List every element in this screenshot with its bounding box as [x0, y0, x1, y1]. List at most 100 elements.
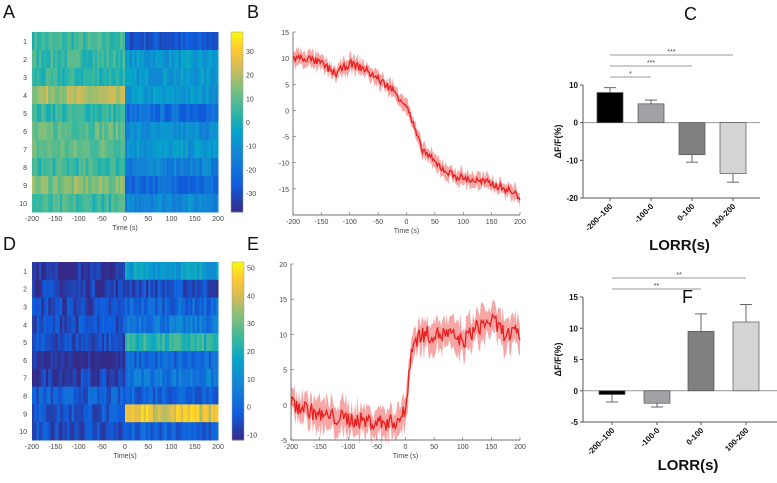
heatmap-cell — [52, 50, 56, 69]
heatmap-cell — [113, 404, 117, 423]
heatmap-cell — [143, 86, 147, 105]
heatmap-cell — [204, 279, 207, 299]
heatmap-cell — [208, 422, 212, 441]
heatmap-cell — [185, 32, 189, 51]
heatmap-cell — [171, 158, 175, 177]
colorbar-segment — [231, 74, 243, 78]
heatmap-cell — [34, 176, 38, 195]
heatmap-cell — [197, 176, 200, 195]
y-tick-label: -15 — [279, 187, 289, 194]
heatmap-cell — [159, 158, 163, 177]
heatmap-cell — [183, 262, 186, 281]
heatmap-cell — [134, 422, 138, 441]
colorbar-segment — [231, 71, 243, 75]
heatmap-cell — [190, 176, 193, 195]
heatmap-cell — [108, 315, 112, 334]
heatmap-cell — [204, 422, 207, 441]
heatmap-cell — [113, 262, 117, 281]
heatmap-cell — [118, 351, 121, 370]
heatmap-cell — [118, 158, 121, 177]
heatmap-cell — [201, 176, 205, 195]
heatmap-cell — [104, 140, 107, 159]
heatmap-cell — [80, 297, 84, 316]
heatmap-cell — [104, 50, 107, 69]
heatmap-cell — [136, 50, 140, 69]
heatmap-cell — [113, 50, 117, 69]
heatmap-cell — [52, 176, 56, 195]
heatmap-cell — [106, 176, 110, 195]
heatmap-cell — [106, 351, 110, 370]
heatmap-cell — [92, 422, 96, 441]
heatmap-cell — [73, 315, 77, 334]
heatmap-cell — [187, 368, 191, 388]
heatmap-cell — [71, 333, 75, 352]
heatmap-cell — [92, 297, 96, 316]
heatmap-cell — [101, 351, 105, 370]
heatmap-cell — [118, 422, 121, 441]
heatmap-cell — [138, 122, 142, 141]
heatmap-cell — [41, 404, 45, 423]
heatmap-cell — [76, 386, 79, 405]
heatmap-cell — [32, 297, 35, 316]
heatmap-cell — [213, 50, 217, 69]
colorbar-segment — [232, 282, 244, 287]
heatmap-cell — [162, 351, 166, 370]
heatmap-cell — [45, 351, 49, 370]
heatmap-cell — [83, 194, 86, 213]
heatmap-cell — [36, 68, 40, 87]
heatmap-cell — [59, 368, 63, 388]
heatmap-cell — [136, 422, 140, 441]
heatmap-cell — [185, 86, 189, 105]
heatmap-cell — [83, 368, 86, 388]
heatmap-cell — [183, 140, 186, 159]
colorbar-segment — [232, 348, 244, 352]
heatmap-cell — [50, 386, 54, 405]
heatmap-cell — [164, 333, 168, 352]
heatmap-cell — [213, 333, 217, 352]
colorbar-segment — [232, 273, 244, 278]
heatmap-cell — [64, 404, 68, 423]
heatmap-cell — [45, 140, 49, 159]
heatmap-cell — [120, 32, 124, 51]
heatmap-cell — [104, 158, 107, 177]
heatmap-cell — [118, 404, 121, 423]
heatmap-cell — [87, 315, 91, 334]
heatmap-cell — [164, 351, 168, 370]
heatmap-cell — [197, 404, 200, 423]
heatmap-cell — [73, 422, 77, 441]
heatmap-cell — [197, 262, 200, 281]
bar — [719, 122, 747, 174]
heatmap-cell — [206, 140, 210, 159]
colorbar-segment — [231, 35, 243, 39]
heatmap-cell — [185, 122, 189, 141]
heatmap-cell — [97, 404, 100, 423]
heatmap-cell — [71, 50, 75, 69]
heatmap-cell — [48, 32, 52, 51]
heatmap-cell — [32, 422, 35, 441]
heatmap-cell — [134, 86, 138, 105]
heatmap-cell — [131, 158, 135, 177]
heatmap-cell — [92, 122, 96, 141]
heatmap-cell — [101, 333, 105, 352]
heatmap-cell — [215, 368, 219, 388]
heatmap-cell — [99, 122, 103, 141]
heatmap-cell — [141, 140, 145, 159]
colorbar-tick-label: 0 — [247, 405, 251, 412]
x-tick-label: -50 — [372, 444, 382, 451]
colorbar-segment — [232, 303, 244, 307]
heatmap-cell — [138, 351, 142, 370]
heatmap-cell — [92, 50, 96, 69]
heatmap-cell — [190, 158, 193, 177]
heatmap-cell — [141, 422, 145, 441]
heatmap-cell — [138, 333, 142, 352]
heatmap-cell — [38, 68, 42, 87]
heatmap-cell — [171, 122, 175, 141]
colorbar-segment — [232, 434, 244, 438]
colorbar-segment — [231, 188, 243, 192]
heatmap-cell — [194, 351, 198, 370]
heatmap-cell — [73, 333, 77, 352]
x-tick-label: 150 — [486, 444, 498, 451]
heatmap-cell — [57, 158, 61, 177]
heatmap-cell — [50, 176, 54, 195]
